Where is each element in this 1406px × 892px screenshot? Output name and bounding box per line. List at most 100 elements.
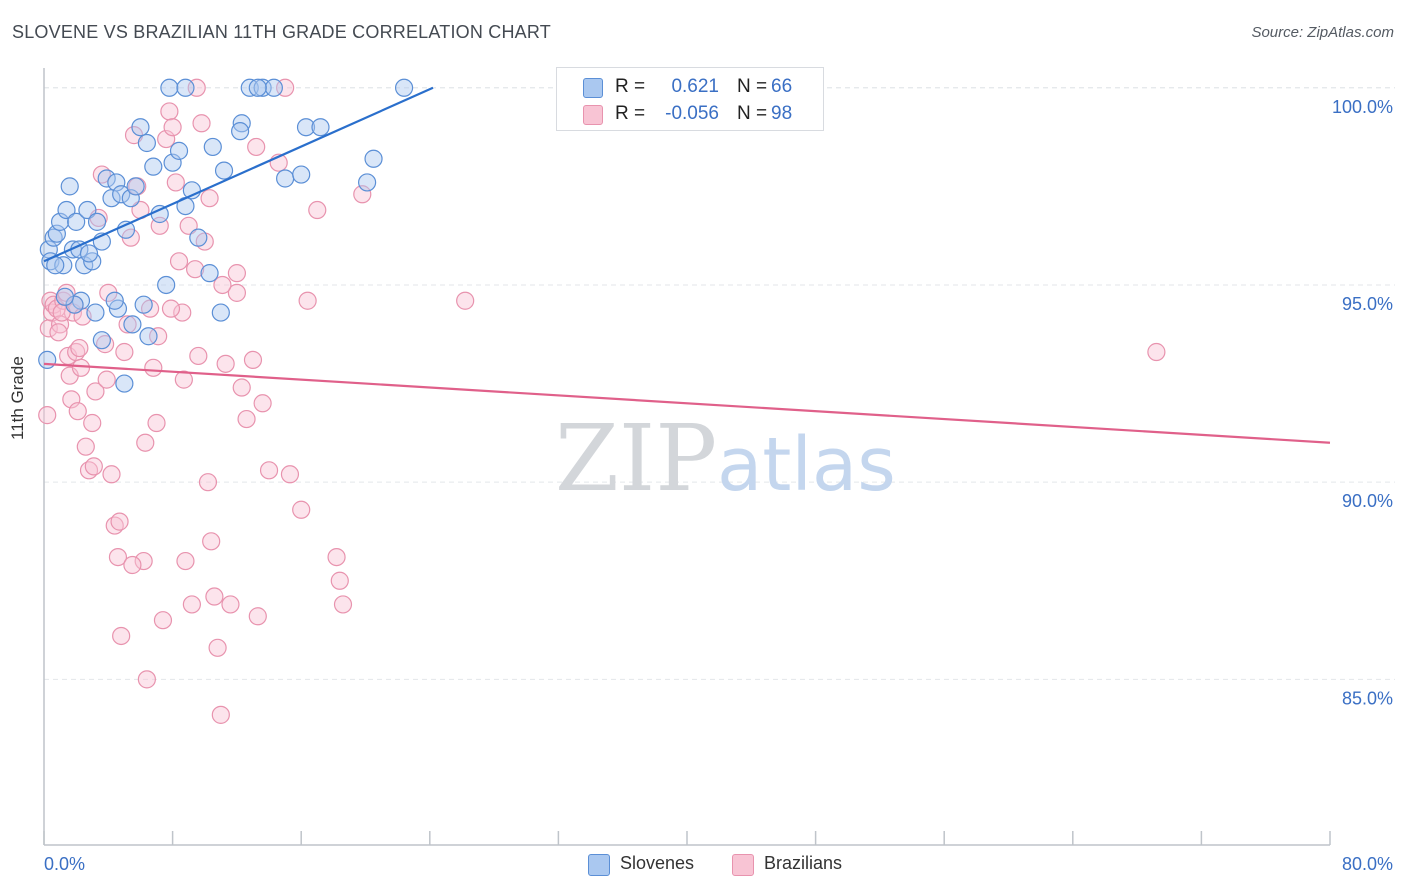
slovenes-point	[50, 212, 70, 231]
slovenes-point	[126, 177, 145, 196]
brazilians-points	[38, 78, 1166, 724]
slovenes-point	[264, 78, 283, 97]
brazilians-point	[76, 437, 95, 456]
slovenes-point	[131, 118, 150, 137]
slovenes-point	[86, 303, 105, 322]
brazilians-point	[147, 413, 166, 433]
brazilians-point	[68, 402, 87, 421]
brazilians-point	[189, 346, 208, 366]
watermark-atlas: atlas	[717, 422, 896, 508]
slovenes-points	[38, 78, 414, 393]
brazilians-point	[327, 547, 346, 567]
slovenes-point	[87, 212, 107, 231]
slovenes-point	[92, 331, 111, 350]
brazilians-point	[192, 114, 211, 133]
slovenes-point	[134, 295, 153, 314]
slovenes-point	[276, 169, 295, 188]
slovenes-point	[78, 200, 97, 220]
slovenes-point	[38, 350, 57, 370]
brazilians-point	[179, 216, 198, 235]
brazilians-point	[71, 358, 91, 377]
slovenes-point	[358, 173, 377, 192]
brazilians-point	[84, 457, 103, 476]
slovenes-point	[169, 141, 189, 160]
slovenes-point	[176, 78, 195, 97]
brazilians-point	[97, 370, 116, 389]
legend-row-slovenes: R = 0.621 N = 66	[557, 74, 823, 102]
brazilians-point	[169, 252, 189, 271]
slovenes-point	[394, 78, 414, 97]
y-tick-label: 100.0%	[1332, 97, 1393, 117]
brazilians-point	[173, 303, 192, 322]
brazilians-point	[227, 283, 246, 302]
legend-r-label: R =	[615, 103, 646, 124]
slovenes-point	[55, 287, 74, 306]
slovenes-point	[311, 118, 330, 137]
brazilians-point	[136, 433, 155, 452]
series-label-slovenes: Slovenes	[620, 853, 695, 873]
slovenes-point	[200, 264, 219, 283]
slovenes-point	[248, 78, 267, 97]
brazilians-point	[456, 291, 475, 310]
slovenes-point	[211, 303, 230, 322]
brazilians-point	[330, 571, 349, 590]
brazilians-point	[62, 390, 81, 409]
brazilians-point	[200, 189, 219, 208]
brazilians-point	[160, 102, 179, 121]
slovenes-point	[107, 173, 126, 192]
brazilians-point	[211, 705, 230, 724]
legend-r-value: 0.621	[671, 76, 719, 97]
brazilians-point	[247, 137, 266, 157]
slovenes-point	[137, 133, 156, 153]
legend-row-brazilians: R = -0.056 N = 98	[557, 101, 823, 129]
source-label: Source: ZipAtlas.com	[1251, 24, 1394, 41]
brazilians-point	[232, 378, 251, 397]
slovenes-point	[292, 165, 311, 184]
slovenes-point	[296, 118, 316, 137]
brazilians-point	[237, 409, 256, 429]
slovenes-point	[97, 169, 116, 188]
brazilians-trend-line	[43, 362, 1331, 444]
series-label-brazilians: Brazilians	[764, 853, 843, 873]
legend-swatch-brazilians	[583, 105, 603, 125]
slovenes-point	[121, 189, 140, 208]
slovenes-point	[105, 291, 124, 310]
brazilians-point	[161, 299, 181, 318]
slovenes-point	[214, 161, 234, 180]
brazilians-point	[243, 350, 263, 370]
brazilians-point	[153, 611, 173, 630]
brazilians-point	[182, 595, 201, 614]
brazilians-point	[198, 473, 218, 492]
brazilians-point	[102, 465, 121, 484]
slovenes-point	[364, 149, 383, 168]
slovenes-point	[115, 374, 134, 393]
legend-n-label: N =	[737, 76, 768, 97]
brazilians-point	[157, 129, 176, 149]
brazilians-point	[298, 291, 317, 310]
brazilians-point	[221, 595, 240, 614]
brazilians-point	[134, 551, 153, 571]
legend-r-value: -0.056	[665, 103, 719, 124]
brazilians-point	[49, 323, 68, 342]
brazilians-point	[208, 638, 227, 657]
brazilians-point	[38, 406, 57, 425]
brazilians-point	[123, 555, 142, 575]
brazilians-point	[110, 512, 129, 531]
slovenes-point	[123, 315, 142, 334]
brazilians-point	[108, 547, 128, 567]
brazilians-point	[202, 532, 221, 551]
y-tick-label: 95.0%	[1342, 294, 1393, 314]
brazilians-point	[176, 551, 195, 571]
brazilians-point	[86, 382, 105, 401]
brazilians-point	[174, 370, 193, 389]
brazilians-point	[166, 173, 185, 192]
correlation-legend: R = 0.621 N = 66 R = -0.056 N = 98	[556, 67, 824, 131]
brazilians-point	[248, 607, 267, 626]
slovenes-point	[79, 244, 99, 263]
brazilians-point	[163, 118, 182, 137]
brazilians-point	[216, 354, 235, 373]
brazilians-point	[292, 500, 311, 519]
slovenes-point	[139, 327, 158, 346]
brazilians-point	[280, 465, 300, 484]
